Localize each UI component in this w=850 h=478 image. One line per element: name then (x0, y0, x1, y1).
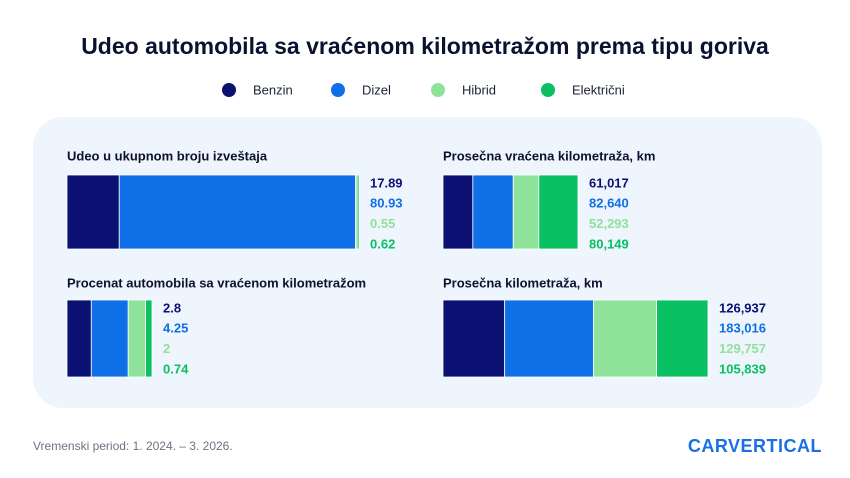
value-label: 0.74 (163, 361, 189, 376)
value-label: 4.25 (163, 321, 188, 336)
legend-swatch (222, 83, 236, 97)
bar-segment (66, 174, 120, 250)
bar-segment (127, 299, 146, 378)
value-label: 80.93 (370, 196, 403, 211)
value-label: 183,016 (719, 321, 766, 336)
bar-segment (512, 174, 540, 250)
legend-swatch (431, 83, 445, 97)
value-label: 0.62 (370, 236, 395, 251)
footer: Vremenski period: 1. 2024. – 3. 2026. (33, 439, 233, 453)
bar-segment (118, 174, 356, 250)
panel-title: Procenat automobila sa vraćenom kilometr… (67, 275, 366, 290)
panel-title: Udeo u ukupnom broju izveštaja (67, 148, 268, 163)
bar-segment (472, 174, 514, 250)
bar-segment (538, 174, 579, 250)
bar-segment (504, 299, 594, 378)
legend-label: Dizel (362, 82, 391, 97)
bar-segment (656, 299, 709, 378)
bar-segment (356, 174, 360, 250)
bar-segment (66, 299, 92, 378)
legend-swatch (541, 83, 555, 97)
value-label: 105,839 (719, 361, 766, 376)
value-label: 129,757 (719, 341, 766, 356)
value-label: 52,293 (589, 216, 629, 231)
value-label: 126,937 (719, 300, 766, 315)
legend-label: Električni (572, 82, 625, 97)
legend-label: Hibrid (462, 82, 496, 97)
value-label: 82,640 (589, 196, 629, 211)
value-label: 17.89 (370, 175, 403, 190)
chart-title: Udeo automobila sa vraćenom kilometražom… (81, 33, 769, 59)
legend-swatch (331, 83, 345, 97)
bar-segment (145, 299, 153, 378)
legend-label: Benzin (253, 82, 293, 97)
panel-title: Prosečna vraćena kilometraža, km (443, 148, 655, 163)
value-label: 80,149 (589, 236, 629, 251)
value-label: 2 (163, 341, 170, 356)
value-label: 2.8 (163, 300, 181, 315)
value-label: 61,017 (589, 175, 629, 190)
value-label: 0.55 (370, 216, 395, 231)
bar-segment (442, 299, 506, 378)
bar-segment (90, 299, 129, 378)
panel-title: Prosečna kilometraža, km (443, 275, 603, 290)
bar-segment (593, 299, 657, 378)
logo: CARVERTICAL (688, 436, 822, 456)
bar-segment (442, 174, 474, 250)
